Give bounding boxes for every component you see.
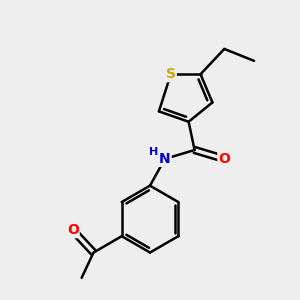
Text: O: O bbox=[218, 152, 230, 166]
Text: O: O bbox=[67, 223, 79, 237]
Text: S: S bbox=[166, 67, 176, 81]
Text: N: N bbox=[159, 152, 171, 166]
Text: H: H bbox=[149, 147, 158, 158]
